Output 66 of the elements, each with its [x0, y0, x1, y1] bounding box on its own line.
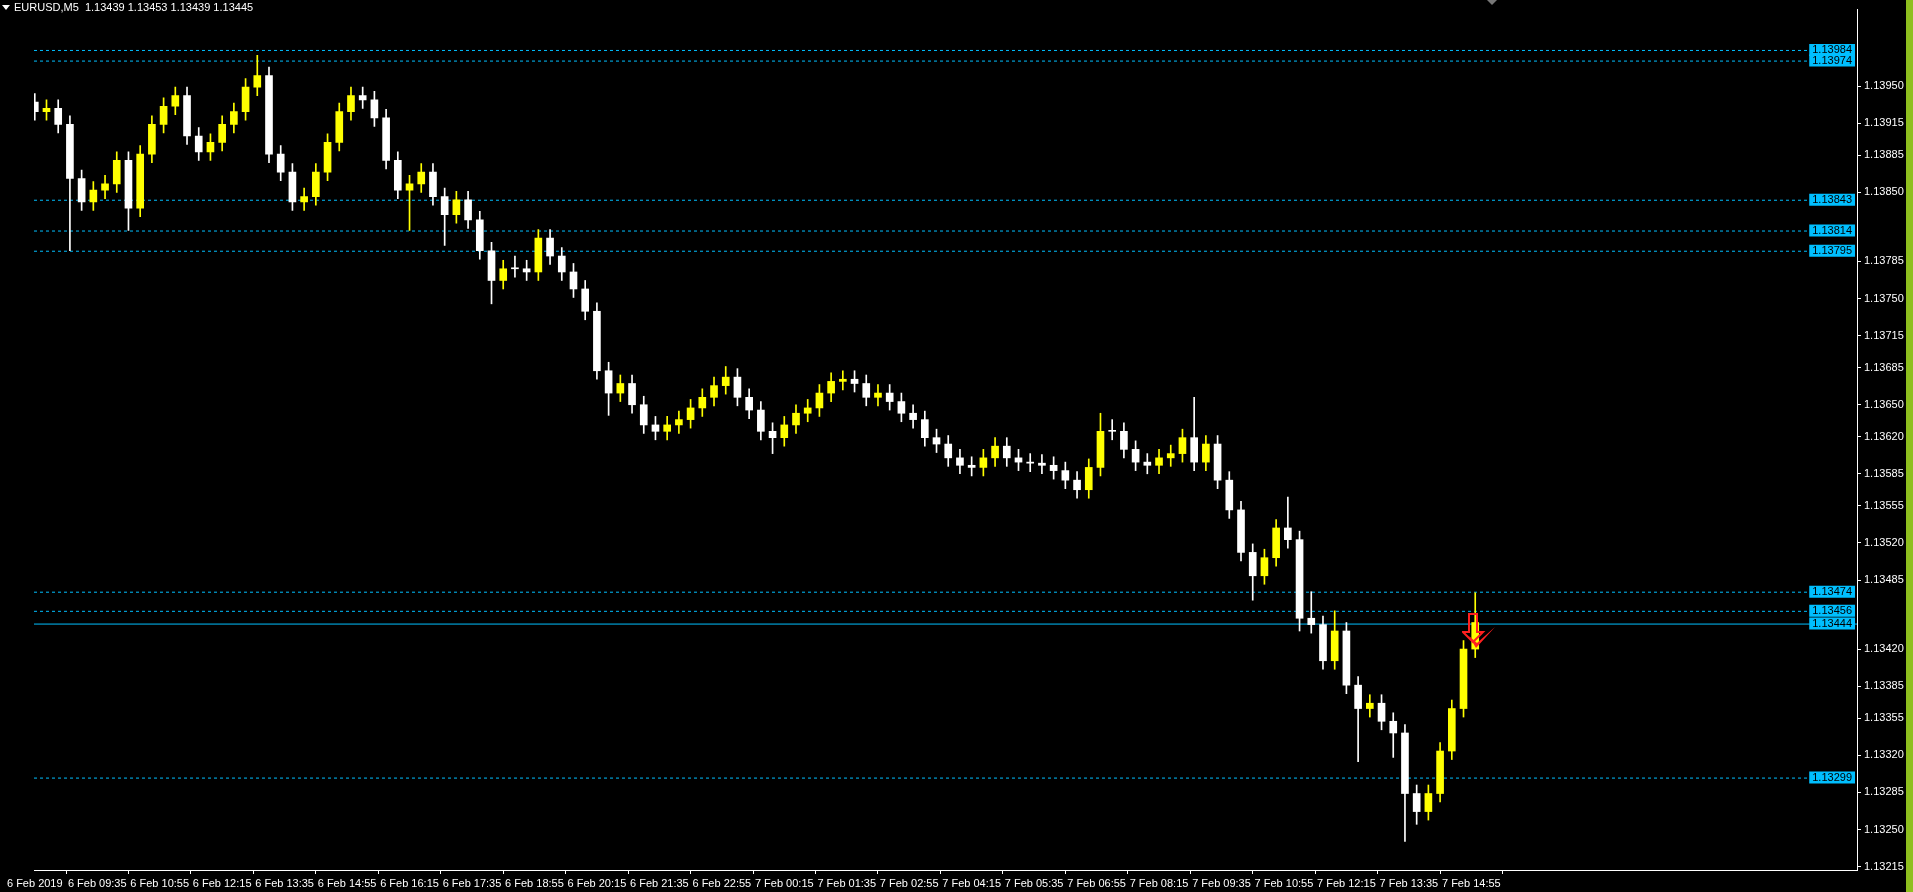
candlestick	[1108, 419, 1117, 441]
x-tick-label: 6 Feb 13:35	[255, 876, 314, 889]
x-tick-label: 7 Feb 12:15	[1317, 876, 1376, 889]
candlestick	[1143, 453, 1152, 475]
y-tick-label: 1.13785	[1864, 254, 1904, 267]
y-tick-label: 1.13250	[1864, 822, 1904, 835]
y-tick-label: 1.13520	[1864, 535, 1904, 548]
y-tick-label: 1.13620	[1864, 429, 1904, 442]
ref-line-label: 1.13814	[1812, 223, 1852, 236]
x-tick-label: 6 Feb 17:35	[442, 876, 502, 889]
candlestick	[358, 86, 367, 109]
candlestick	[1166, 444, 1175, 467]
candlestick	[1389, 712, 1398, 758]
y-tick-label: 1.13385	[1864, 679, 1904, 692]
ref-line-label: 1.13795	[1812, 243, 1852, 256]
y-tick-label: 1.13355	[1864, 711, 1904, 724]
y-tick-label: 1.13285	[1864, 785, 1904, 798]
x-tick-label: 6 Feb 22:55	[692, 876, 752, 889]
x-tick-label: 7 Feb 01:35	[817, 876, 877, 889]
x-tick-label: 7 Feb 05:35	[1004, 876, 1064, 889]
x-tick-label: 7 Feb 02:55	[879, 876, 939, 889]
x-tick-label: 6 Feb 09:35	[67, 876, 127, 889]
y-tick-label: 1.13850	[1864, 185, 1904, 198]
x-tick-label: 7 Feb 14:55	[1441, 876, 1501, 889]
candlestick	[1038, 454, 1046, 475]
x-tick-label: 7 Feb 06:55	[1067, 876, 1126, 889]
ref-line-label: 1.13456	[1812, 603, 1852, 616]
x-tick-label: 6 Feb 21:35	[630, 876, 689, 889]
y-tick-label: 1.13915	[1864, 116, 1904, 129]
candlestick	[874, 384, 882, 407]
y-tick-label: 1.13685	[1864, 360, 1904, 373]
ref-line-label: 1.13974	[1812, 53, 1852, 66]
candlestick	[1284, 496, 1292, 549]
y-tick-label: 1.13420	[1864, 642, 1904, 655]
y-tick-label: 1.13320	[1864, 748, 1904, 761]
y-tick-label: 1.13885	[1864, 148, 1904, 161]
candlestick	[511, 255, 519, 278]
x-tick-label: 7 Feb 09:35	[1192, 876, 1251, 889]
x-tick-label: 7 Feb 00:15	[754, 876, 814, 889]
y-tick-label: 1.13750	[1864, 291, 1904, 304]
candlestick	[1307, 591, 1316, 634]
ref-line-label: 1.13299	[1812, 770, 1852, 783]
y-tick-label: 1.13585	[1864, 466, 1904, 479]
x-tick-label: 7 Feb 04:15	[942, 876, 1002, 889]
x-tick-label: 7 Feb 08:15	[1129, 876, 1189, 889]
chart-title: EURUSD,M5 1.13439 1.13453 1.13439 1.13445	[14, 1, 254, 13]
x-tick-label: 7 Feb 10:55	[1254, 876, 1314, 889]
y-tick-label: 1.13485	[1864, 573, 1904, 586]
x-tick-label: 6 Feb 18:55	[505, 876, 564, 889]
x-tick-label: 6 Feb 2019	[6, 876, 63, 889]
y-tick-label: 1.13215	[1864, 859, 1904, 872]
x-tick-label: 6 Feb 12:15	[192, 876, 252, 889]
y-tick-label: 1.13650	[1864, 397, 1904, 410]
x-tick-label: 7 Feb 13:35	[1379, 876, 1439, 889]
x-tick-label: 6 Feb 16:15	[380, 876, 439, 889]
x-tick-label: 6 Feb 14:55	[317, 876, 377, 889]
x-tick-label: 6 Feb 10:55	[130, 876, 190, 889]
ref-line-label: 1.13843	[1812, 192, 1852, 205]
candlestick	[839, 370, 847, 391]
ref-line-label: 1.13444	[1812, 616, 1852, 629]
y-tick-label: 1.13950	[1864, 79, 1904, 92]
x-tick-label: 6 Feb 20:15	[567, 876, 627, 889]
y-tick-label: 1.13555	[1864, 498, 1904, 511]
y-tick-label: 1.13715	[1864, 328, 1904, 341]
ref-line-label: 1.13984	[1812, 43, 1852, 55]
ref-line-label: 1.13474	[1812, 584, 1852, 597]
